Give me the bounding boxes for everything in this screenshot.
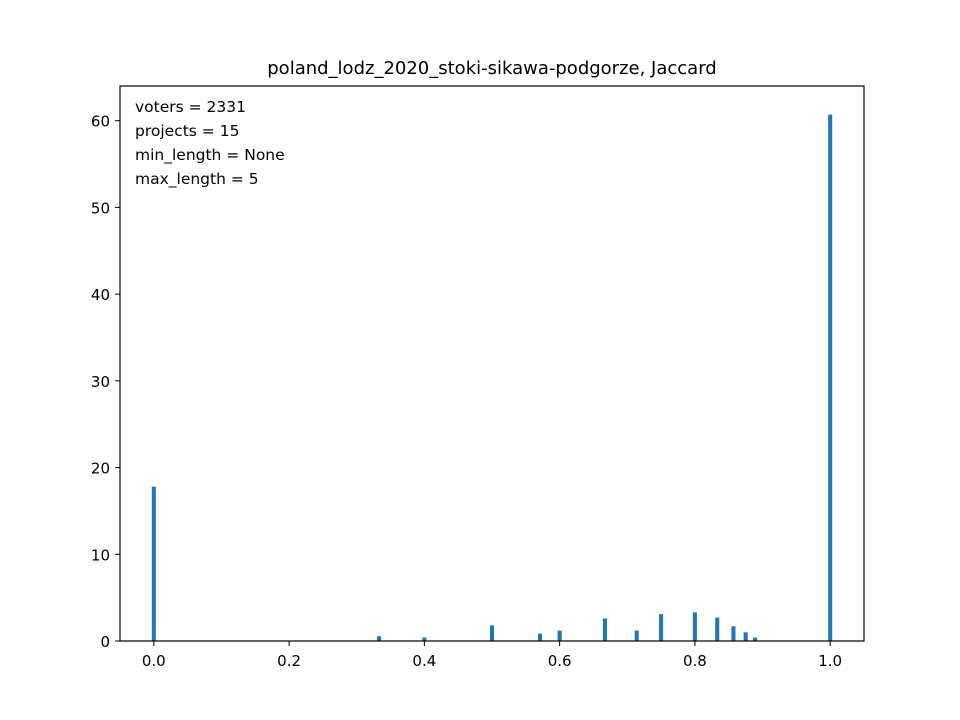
histogram-bar	[743, 632, 748, 641]
y-tick-label: 10	[91, 546, 110, 564]
histogram-bar	[753, 637, 758, 641]
histogram-bar	[151, 486, 156, 641]
plot-frame	[119, 85, 865, 642]
annotation-line: projects = 15	[135, 122, 239, 140]
histogram-bar	[557, 630, 562, 641]
histogram-bar	[828, 114, 833, 642]
x-tick-label: 0.4	[412, 652, 436, 670]
histogram-bar	[489, 625, 495, 641]
y-axis: 0 10 20 30 40 50 60	[91, 113, 120, 651]
annotation-line: max_length = 5	[135, 170, 259, 189]
histogram-bar	[602, 618, 607, 641]
histogram-bar	[377, 636, 382, 641]
y-tick-label: 20	[91, 460, 110, 478]
annotation-line: voters = 2331	[135, 98, 246, 116]
x-axis: 0.0 0.2 0.4 0.6 0.8 1.0	[142, 641, 842, 670]
histogram-bar	[715, 617, 720, 641]
x-tick-label: 1.0	[818, 652, 842, 670]
histogram-bar	[659, 614, 664, 641]
y-tick-label: 60	[91, 113, 110, 131]
histogram-bar	[537, 633, 543, 641]
histogram-bar	[422, 637, 427, 641]
histogram-bar	[731, 626, 736, 641]
y-tick-label: 30	[91, 373, 110, 391]
x-tick-label: 0.2	[277, 652, 301, 670]
annotation-box: voters = 2331 projects = 15 min_length = N…	[135, 98, 285, 189]
x-tick-label: 0.8	[683, 652, 707, 670]
histogram-bar	[634, 630, 639, 641]
y-tick-label: 40	[91, 286, 110, 304]
bars-group	[151, 114, 833, 642]
chart-title: poland_lodz_2020_stoki-sikawa-podgorze, …	[267, 58, 716, 79]
y-tick-label: 50	[91, 199, 110, 217]
x-tick-label: 0.0	[142, 652, 166, 670]
annotation-line: min_length = None	[135, 146, 285, 165]
histogram-bar	[692, 612, 697, 641]
y-tick-label: 0	[100, 633, 110, 651]
x-tick-label: 0.6	[548, 652, 572, 670]
